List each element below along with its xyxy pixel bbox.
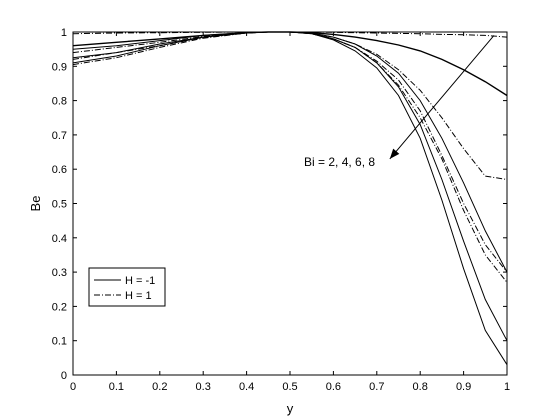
x-tick-label: 0.7 bbox=[369, 381, 384, 393]
annotation: Bi = 2, 4, 6, 8 bbox=[304, 35, 495, 169]
y-tick-label: 0 bbox=[61, 370, 67, 382]
y-tick-label: 0.8 bbox=[52, 96, 67, 108]
annotation-arrow-line bbox=[389, 35, 495, 160]
x-tick-label: 0.3 bbox=[196, 381, 211, 393]
x-tick-label: 0.5 bbox=[282, 381, 297, 393]
legend-label-h-plus-1: H = 1 bbox=[125, 290, 152, 302]
legend: H = -1 H = 1 bbox=[88, 267, 166, 307]
y-tick-label: 0.3 bbox=[52, 267, 67, 279]
x-tick-label: 0 bbox=[70, 381, 76, 393]
x-tick-label: 0.9 bbox=[456, 381, 471, 393]
series-layer bbox=[72, 31, 508, 365]
x-tick-label: 0.1 bbox=[109, 381, 124, 393]
series-line-dash-dot-6 bbox=[72, 31, 508, 273]
y-tick-label: 0.7 bbox=[52, 130, 67, 142]
x-axis-label: y bbox=[287, 401, 294, 416]
y-tick-label: 0.5 bbox=[52, 199, 67, 211]
x-tick-label: 0.6 bbox=[326, 381, 341, 393]
y-tick-label: 0.9 bbox=[52, 61, 67, 73]
series-line-dash-dot-7 bbox=[72, 31, 508, 283]
legend-label-h-minus-1: H = -1 bbox=[125, 275, 155, 287]
x-tick-label: 0.8 bbox=[413, 381, 428, 393]
x-tick-label: 0.2 bbox=[152, 381, 167, 393]
annotation-text: Bi = 2, 4, 6, 8 bbox=[304, 155, 375, 169]
series-line-dash-dot-5 bbox=[72, 31, 508, 180]
y-tick-label: 1 bbox=[61, 27, 67, 39]
y-tick-label: 0.2 bbox=[52, 301, 67, 313]
y-tick-label: 0.6 bbox=[52, 164, 67, 176]
y-axis-label: Be bbox=[28, 196, 43, 212]
x-tick-label: 0.4 bbox=[239, 381, 254, 393]
tick-layer: 0 0.1 0.2 0.3 0.4 0.5 0.6 0.7 0.8 0.9 1 0 0.1 0.2 0.3 0… bbox=[52, 27, 510, 393]
series-line-solid-3 bbox=[72, 31, 508, 365]
y-tick-label: 0.4 bbox=[52, 233, 67, 245]
legend-box bbox=[88, 267, 166, 307]
annotation-arrow-head bbox=[389, 148, 400, 159]
y-tick-label: 0.1 bbox=[52, 336, 67, 348]
x-tick-label: 1 bbox=[504, 381, 510, 393]
